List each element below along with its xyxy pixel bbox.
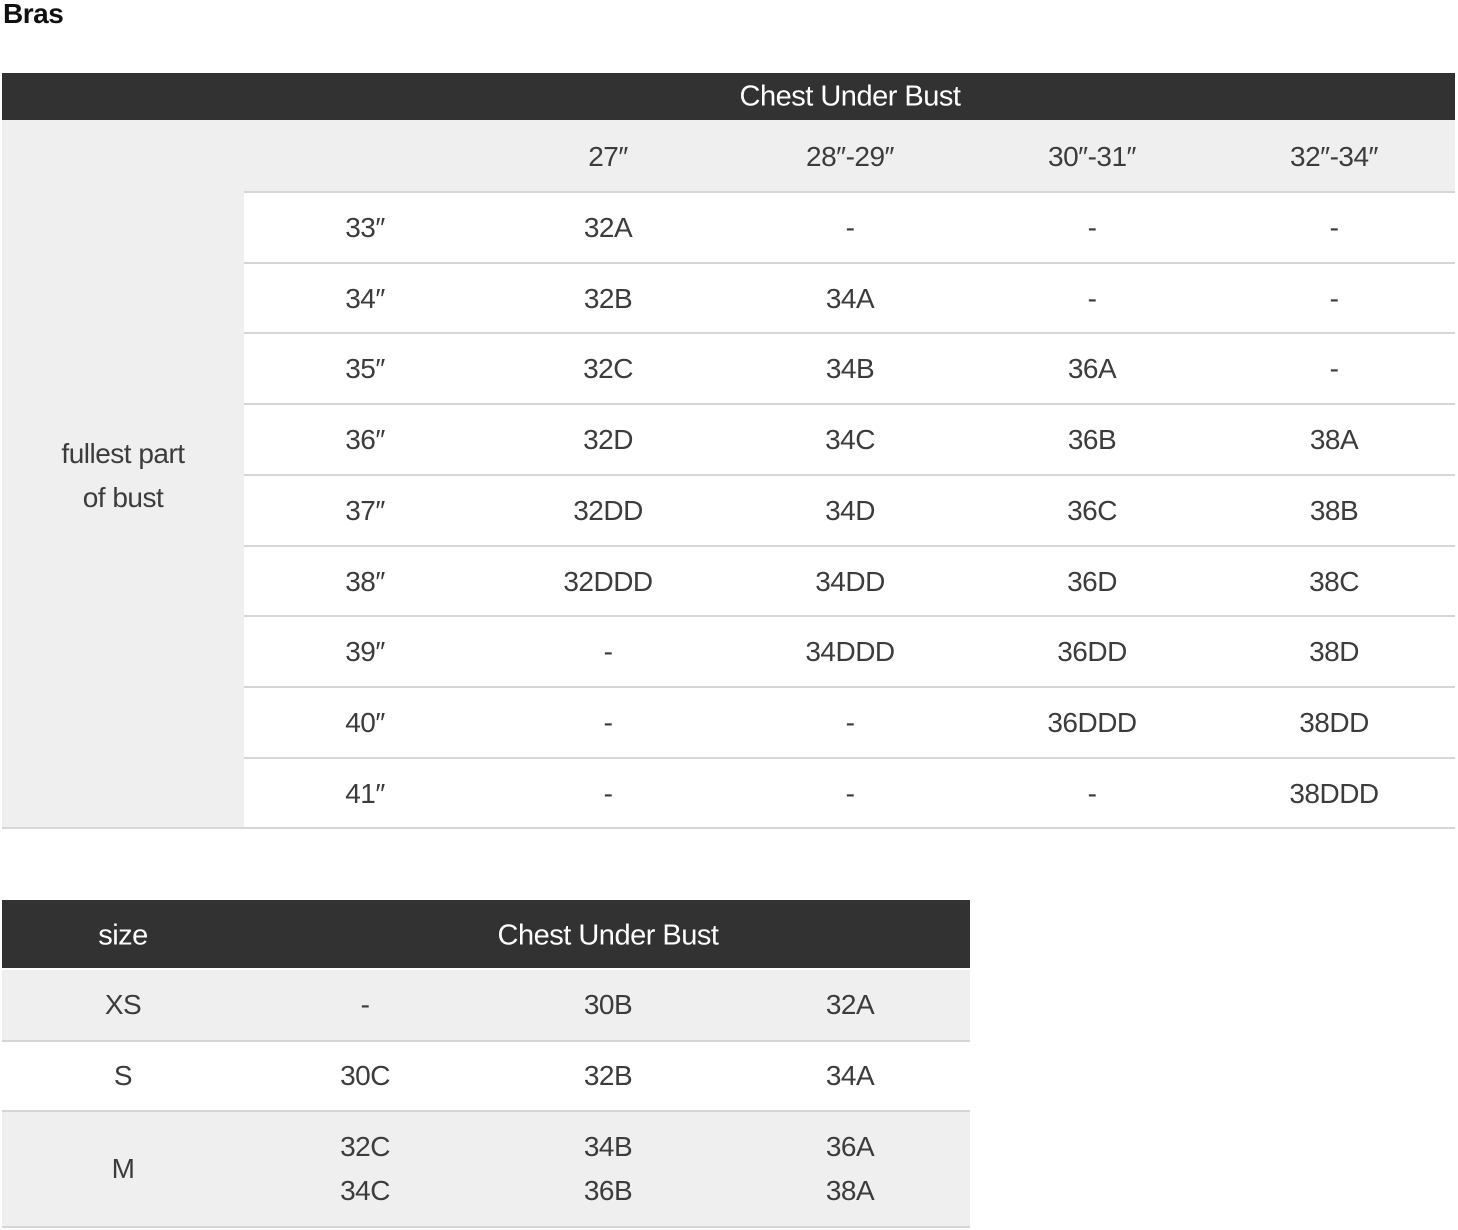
table-cell: 30C <box>340 1060 390 1091</box>
row-divider <box>244 474 1455 476</box>
table-cell: 32B <box>583 1060 633 1091</box>
table-cell: 34D <box>825 494 875 526</box>
table-cell: 36B <box>1067 424 1117 456</box>
row-divider <box>244 545 1455 547</box>
table-cell: 36DD <box>1057 636 1127 668</box>
size-label: S <box>113 1060 133 1091</box>
table-cell: 32A <box>583 212 633 243</box>
table-cell: 38C <box>1309 565 1359 597</box>
table-cell: - <box>603 636 613 668</box>
column-header: 32″-34″ <box>1290 141 1378 172</box>
row-divider <box>244 615 1455 617</box>
row-label-cell: fullest part of bust <box>2 192 244 829</box>
row-divider <box>2 1226 970 1228</box>
table-cell: 36A <box>825 1131 875 1162</box>
table-cell: 32C <box>340 1131 390 1162</box>
row-divider <box>244 262 1455 264</box>
table-cell: - <box>360 989 370 1020</box>
table-cell: 36C <box>1067 494 1117 526</box>
row-divider <box>244 191 1455 193</box>
bust-measurement: 35″ <box>345 353 385 385</box>
bust-measurement: 34″ <box>345 282 385 314</box>
table-cell: 36A <box>1067 353 1117 385</box>
table-cell: 32D <box>583 424 633 456</box>
table-cell: - <box>1087 282 1097 314</box>
bust-measurement: 37″ <box>345 494 385 526</box>
row-divider <box>244 332 1455 334</box>
header-label: Chest Under Bust <box>739 80 961 113</box>
table-cell: - <box>1329 212 1339 243</box>
row-divider <box>2 1040 970 1042</box>
table-cell: 38B <box>1309 494 1359 526</box>
table-cell: 38A <box>1309 424 1359 456</box>
table-cell: - <box>1329 282 1339 314</box>
table-cell: 32DD <box>573 494 643 526</box>
table-header-bar: size Chest Under Bust <box>2 900 970 968</box>
table-cell: 36DDD <box>1047 706 1137 738</box>
column-header: 28″-29″ <box>806 141 894 172</box>
table-cell: - <box>1329 353 1339 385</box>
size-header: size <box>98 919 148 952</box>
table-row <box>2 970 970 1040</box>
row-divider <box>244 686 1455 688</box>
table-cell: 38D <box>1309 636 1359 668</box>
bust-measurement: 40″ <box>345 706 385 738</box>
row-label-line-2: of bust <box>82 482 164 513</box>
table-cell: 34DDD <box>805 636 895 668</box>
table-cell: 36D <box>1067 565 1117 597</box>
table-cell: 38DDD <box>1289 777 1379 809</box>
table-cell: - <box>845 777 855 809</box>
table-cell: 38A <box>825 1175 875 1206</box>
table-cell: - <box>1087 777 1097 809</box>
column-header: 27″ <box>588 141 628 172</box>
table-cell: 32A <box>825 989 875 1020</box>
column-header-row <box>2 120 1455 192</box>
header-label: Chest Under Bust <box>497 919 719 952</box>
table-cell: 32B <box>583 282 633 314</box>
column-header: 30″-31″ <box>1048 141 1136 172</box>
table-cell: 36B <box>583 1175 633 1206</box>
table-cell: 34DD <box>815 565 885 597</box>
table-header-bar: Chest Under Bust <box>2 73 1455 120</box>
bust-measurement: 33″ <box>345 212 385 243</box>
bust-measurement: 38″ <box>345 565 385 597</box>
bust-measurement: 36″ <box>345 424 385 456</box>
table-cell: 32C <box>583 353 633 385</box>
size-label: M <box>111 1153 135 1184</box>
table-row <box>2 1042 970 1110</box>
table-cell: - <box>603 706 613 738</box>
row-label-line-1: fullest part <box>61 438 185 469</box>
table-cell: 30B <box>583 989 633 1020</box>
row-divider <box>244 403 1455 405</box>
table-cell: - <box>845 706 855 738</box>
row-divider <box>244 757 1455 759</box>
size-label: XS <box>104 989 142 1020</box>
page-title: Bras <box>3 0 64 29</box>
table-cell: 34B <box>825 353 875 385</box>
table-cell: - <box>603 777 613 809</box>
table-cell: 34C <box>340 1175 390 1206</box>
table-cell: 38DD <box>1299 706 1369 738</box>
table-cell: 32DDD <box>563 565 653 597</box>
table-cell: 34C <box>825 424 875 456</box>
bust-measurement: 41″ <box>345 777 385 809</box>
table-cell: 34B <box>583 1131 633 1162</box>
table-cell: 34A <box>825 1060 875 1091</box>
table-cell: 34A <box>825 282 875 314</box>
row-divider <box>2 827 1455 829</box>
table-row <box>2 1112 970 1226</box>
table-cell: - <box>845 212 855 243</box>
bust-measurement: 39″ <box>345 636 385 668</box>
table-cell: - <box>1087 212 1097 243</box>
row-divider <box>2 1110 970 1112</box>
